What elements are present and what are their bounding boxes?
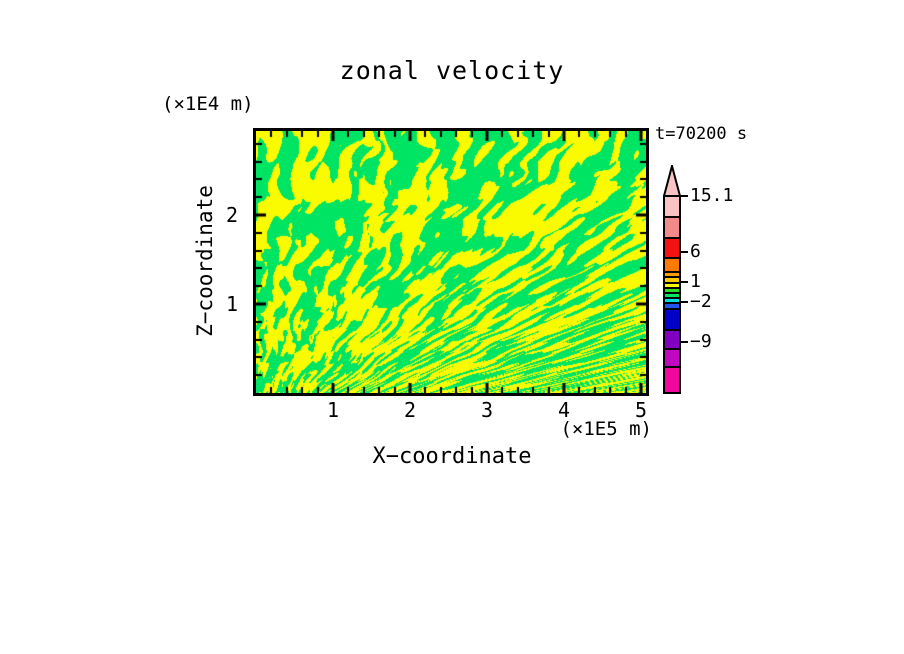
colorbar-segment [665, 294, 679, 300]
colorbar-label: −2 [690, 291, 712, 313]
y-tick-label: 2 [225, 203, 238, 227]
x-axis-unit-label: (×1E5 m) [560, 418, 652, 440]
x-tick-label: 3 [480, 398, 494, 422]
x-tick-label: 2 [403, 398, 417, 422]
colorbar-tick [681, 250, 688, 253]
colorbar-label: 1 [690, 270, 701, 292]
time-annotation: t=70200 s [655, 124, 748, 144]
colorbar-segment [665, 289, 679, 295]
colorbar-label: 6 [690, 240, 701, 262]
colorbar-segment [665, 278, 679, 285]
colorbar-segment [665, 349, 679, 369]
plot-title: zonal velocity [339, 56, 565, 85]
y-axis-title: Z−coordinate [193, 185, 217, 337]
colorbar-tick [681, 341, 688, 344]
colorbar-segment [665, 259, 679, 274]
colorbar [663, 195, 681, 394]
colorbar-segment [665, 217, 679, 239]
x-axis-title: X−coordinate [372, 444, 532, 469]
colorbar-segment [665, 197, 679, 218]
colorbar-segment [665, 299, 679, 304]
colorbar-segment [665, 284, 679, 290]
colorbar-tick [681, 194, 688, 197]
y-tick-label: 1 [225, 292, 238, 316]
y-axis-unit-label: (×1E4 m) [162, 93, 254, 115]
colorbar-segment [665, 309, 679, 331]
heatmap-canvas [256, 131, 646, 393]
colorbar-segment [665, 273, 679, 279]
x-tick-label: 1 [326, 398, 340, 422]
colorbar-label: 15.1 [690, 184, 734, 206]
colorbar-segment [665, 330, 679, 350]
colorbar-segment [665, 238, 679, 260]
colorbar-arrow-icon [662, 162, 682, 197]
colorbar-tick [681, 280, 688, 283]
colorbar-segment [665, 304, 679, 310]
plot-frame [253, 128, 649, 396]
colorbar-segment [665, 368, 679, 393]
x-tick-label: 4 [557, 398, 571, 422]
colorbar-label: −9 [690, 331, 712, 353]
colorbar-tick [681, 301, 688, 304]
x-tick-label: 5 [634, 398, 648, 422]
